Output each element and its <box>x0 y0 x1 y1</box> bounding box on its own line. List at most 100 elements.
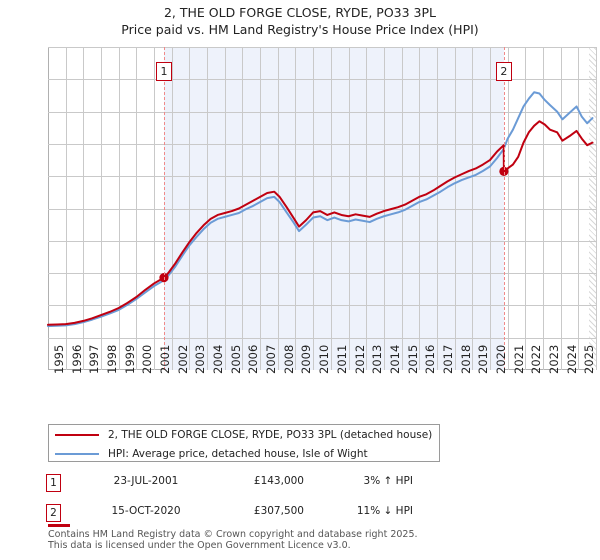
gridline-vertical <box>242 47 244 370</box>
gridline-vertical <box>224 47 226 370</box>
x-axis-tick-label: 1997 <box>87 344 102 374</box>
x-axis-tick-label: 2022 <box>529 344 544 374</box>
x-axis-tick-label: 2025 <box>582 344 597 374</box>
legend-swatch-property <box>55 433 99 436</box>
gridline-vertical <box>207 47 209 370</box>
gridline-horizontal <box>48 337 596 339</box>
event-badge-2[interactable]: 2 <box>495 62 512 81</box>
transaction-price-2: £307,500 <box>253 505 304 517</box>
x-axis-tick-label: 2005 <box>228 344 243 374</box>
x-axis-tick-label: 2015 <box>405 344 420 374</box>
x-axis-tick-label: 2004 <box>211 344 226 374</box>
x-axis-tick-label: 2018 <box>458 344 473 374</box>
transaction-badge-1: 1 <box>46 474 61 492</box>
footer-accent-bar <box>48 524 70 527</box>
gridline-vertical <box>454 47 456 370</box>
x-axis-tick-label: 1999 <box>122 344 137 374</box>
x-axis-tick-label: 2023 <box>546 344 561 374</box>
gridline-horizontal <box>48 176 596 178</box>
x-axis-tick-label: 2012 <box>352 344 367 374</box>
series-line-property <box>47 120 594 326</box>
gridline-vertical <box>348 47 350 370</box>
gridline-vertical <box>578 47 580 370</box>
gridline-vertical <box>295 47 297 370</box>
x-axis-tick-label: 1998 <box>105 344 120 374</box>
gridline-vertical <box>136 47 138 370</box>
gridline-vertical <box>560 47 562 370</box>
x-axis-tick-label: 2003 <box>193 344 208 374</box>
series-line-hpi <box>47 91 594 328</box>
x-axis-tick-label: 2008 <box>281 344 296 374</box>
gridline-vertical <box>596 47 597 370</box>
x-axis-tick-label: 2002 <box>175 344 190 374</box>
transaction-date-2: 15-OCT-2020 <box>111 505 181 517</box>
gridline-horizontal <box>48 208 596 210</box>
page-title: 2, THE OLD FORGE CLOSE, RYDE, PO33 3PL <box>163 5 437 20</box>
gridline-vertical <box>489 47 491 370</box>
x-axis-tick-label: 2006 <box>246 344 261 374</box>
legend-swatch-hpi <box>55 452 99 455</box>
gridline-vertical <box>330 47 332 370</box>
gridline-horizontal <box>48 273 596 275</box>
gridline-vertical <box>436 47 438 370</box>
x-axis-tick-label: 2001 <box>158 344 173 374</box>
footer-licence: This data is licensed under the Open Gov… <box>48 540 351 551</box>
footer-copyright: Contains HM Land Registry data © Crown c… <box>48 529 418 540</box>
series-lines <box>47 91 594 328</box>
gridline-vertical <box>419 47 421 370</box>
gridline-vertical <box>542 47 544 370</box>
x-axis-tick-label: 1996 <box>69 344 84 374</box>
x-axis-tick-label: 2010 <box>317 344 332 374</box>
gridline-vertical <box>101 47 103 370</box>
x-axis-tick-label: 1995 <box>52 344 66 374</box>
chart-legend: 2, THE OLD FORGE CLOSE, RYDE, PO33 3PL (… <box>48 424 440 462</box>
x-axis-tick-label: 2009 <box>299 344 314 374</box>
gridline-vertical <box>366 47 368 370</box>
page-subtitle: Price paid vs. HM Land Registry's House … <box>121 22 479 37</box>
gridline-horizontal <box>48 240 596 242</box>
gridline-vertical <box>154 47 156 370</box>
transaction-badge-2: 2 <box>46 504 61 522</box>
gridline-vertical <box>401 47 403 370</box>
gridline-horizontal <box>48 47 596 48</box>
transaction-delta-1: 3% ↑ HPI <box>363 475 413 487</box>
gridline-vertical <box>118 47 120 370</box>
x-axis-tick-label: 2014 <box>387 344 402 374</box>
gridline-vertical <box>171 47 173 370</box>
x-axis-tick-label: 2013 <box>370 344 385 374</box>
transaction-date-1: 23-JUL-2001 <box>113 475 179 487</box>
gridline-vertical <box>277 47 279 370</box>
legend-label-hpi: HPI: Average price, detached house, Isle… <box>108 447 368 460</box>
gridline-vertical <box>383 47 385 370</box>
x-axis-tick-label: 2007 <box>264 344 279 374</box>
x-axis-tick-label: 2019 <box>476 344 491 374</box>
x-axis-tick-label: 2000 <box>140 344 155 374</box>
x-axis-tick-label: 2011 <box>334 344 349 374</box>
gridline-vertical <box>525 47 527 370</box>
x-axis-tick-label: 2016 <box>423 344 438 374</box>
gridline-vertical <box>83 47 85 370</box>
gridline-vertical <box>189 47 191 370</box>
transaction-price-1: £143,000 <box>253 475 304 487</box>
gridline-vertical <box>65 47 67 370</box>
footer: Contains HM Land Registry data © Crown c… <box>48 524 588 551</box>
x-axis-tick-label: 2017 <box>440 344 455 374</box>
event-dashed-line-1 <box>163 47 165 370</box>
legend-item-hpi: HPI: Average price, detached house, Isle… <box>49 444 439 463</box>
chart-title-block: 2, THE OLD FORGE CLOSE, RYDE, PO33 3PL P… <box>0 0 600 38</box>
legend-item-property: 2, THE OLD FORGE CLOSE, RYDE, PO33 3PL (… <box>49 425 439 444</box>
gridline-vertical <box>507 47 509 370</box>
gridline-vertical <box>260 47 262 370</box>
transaction-delta-2: 11% ↓ HPI <box>356 505 413 517</box>
event-dashed-line-2 <box>503 47 505 370</box>
gridline-vertical <box>313 47 315 370</box>
legend-label-property: 2, THE OLD FORGE CLOSE, RYDE, PO33 3PL (… <box>108 428 433 441</box>
gridline-horizontal <box>48 111 596 113</box>
x-axis-tick-label: 2021 <box>511 344 526 374</box>
x-axis-tick-label: 2024 <box>564 344 579 374</box>
gridline-vertical <box>472 47 474 370</box>
gridline-horizontal <box>48 305 596 307</box>
event-badge-1[interactable]: 1 <box>155 62 172 81</box>
